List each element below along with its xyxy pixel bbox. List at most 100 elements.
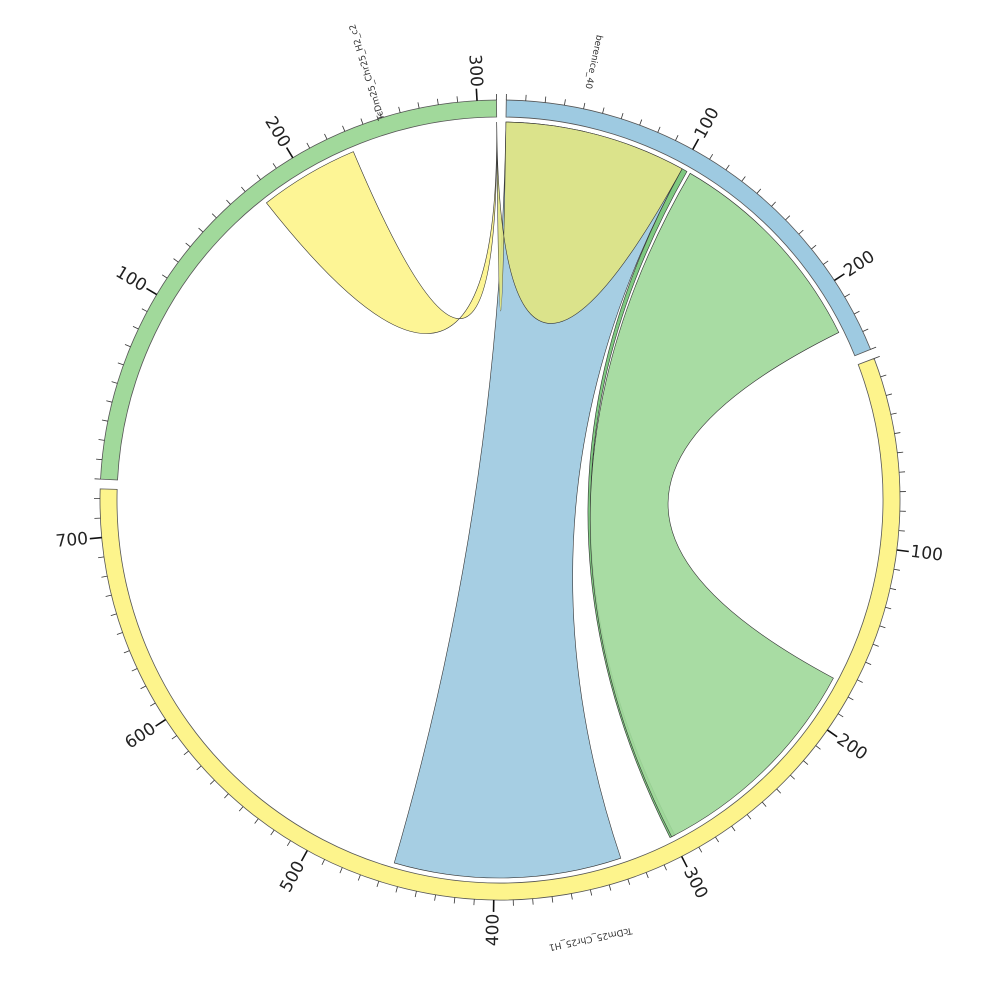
minor-tick xyxy=(725,164,730,171)
link-ribbon-4 xyxy=(496,121,683,324)
minor-tick xyxy=(321,859,325,866)
major-tick xyxy=(680,856,688,868)
minor-tick xyxy=(885,606,892,610)
minor-tick xyxy=(890,412,897,415)
minor-tick xyxy=(376,881,380,888)
tick-label: 200 xyxy=(833,730,871,765)
minor-tick xyxy=(602,107,605,114)
minor-tick xyxy=(342,125,346,132)
minor-tick xyxy=(709,153,714,160)
major-tick xyxy=(146,287,158,296)
minor-tick xyxy=(657,126,661,133)
major-tick xyxy=(89,536,102,540)
minor-tick xyxy=(149,702,156,707)
segment-name-berenice_40: berenice_40 xyxy=(582,34,603,90)
tick-label: 100 xyxy=(691,104,724,142)
minor-tick xyxy=(254,818,259,824)
minor-tick xyxy=(209,779,215,785)
minor-tick xyxy=(620,112,624,119)
minor-tick xyxy=(360,118,364,125)
minor-tick xyxy=(589,889,593,896)
segment-TcDm25_Chr25_H2_c2 xyxy=(100,99,498,481)
link-ribbon-2 xyxy=(589,172,840,838)
minor-tick xyxy=(879,625,886,629)
minor-tick xyxy=(894,432,901,434)
minor-tick xyxy=(853,310,860,315)
minor-tick xyxy=(272,163,277,169)
minor-tick xyxy=(286,840,291,847)
minor-tick xyxy=(857,679,863,683)
minor-tick xyxy=(173,258,179,263)
minor-tick xyxy=(880,374,887,378)
minor-tick xyxy=(224,793,229,799)
minor-tick xyxy=(865,661,872,666)
major-tick xyxy=(833,273,845,282)
minor-tick xyxy=(434,894,436,901)
minor-tick xyxy=(815,745,821,750)
minor-tick xyxy=(847,696,854,701)
minor-tick xyxy=(238,806,244,812)
minor-tick xyxy=(124,344,131,348)
minor-tick xyxy=(106,400,113,403)
minor-tick xyxy=(862,328,869,332)
minor-tick xyxy=(811,244,817,250)
minor-tick xyxy=(790,774,795,780)
minor-tick xyxy=(583,102,586,109)
minor-tick xyxy=(105,594,112,597)
major-tick xyxy=(896,549,909,553)
minor-tick xyxy=(131,668,138,672)
minor-tick xyxy=(241,186,246,192)
minor-tick xyxy=(171,735,177,740)
minor-tick xyxy=(844,293,851,298)
minor-tick xyxy=(140,685,147,690)
minor-tick xyxy=(116,632,123,635)
tick-label: 100 xyxy=(909,542,944,566)
minor-tick xyxy=(211,213,217,219)
minor-tick xyxy=(741,176,746,182)
minor-tick xyxy=(436,98,439,105)
minor-tick xyxy=(395,886,398,893)
minor-tick xyxy=(456,96,459,103)
minor-tick xyxy=(161,274,168,279)
minor-tick xyxy=(639,119,643,126)
major-tick xyxy=(692,138,700,150)
tick-label: 400 xyxy=(483,914,504,947)
tick-label: 600 xyxy=(122,719,160,754)
minor-tick xyxy=(453,897,456,904)
minor-tick xyxy=(771,201,776,207)
segment-layer xyxy=(99,99,901,901)
minor-tick xyxy=(564,99,566,106)
minor-tick xyxy=(823,260,829,265)
minor-tick xyxy=(645,872,649,879)
minor-tick xyxy=(185,242,191,248)
minor-tick xyxy=(96,458,103,461)
minor-tick xyxy=(837,713,844,718)
minor-tick xyxy=(132,326,139,330)
minor-tick xyxy=(756,188,762,194)
minor-tick xyxy=(663,864,667,871)
segment-TcDm25_Chr25_H1 xyxy=(99,357,901,901)
minor-tick xyxy=(698,846,703,853)
minor-tick xyxy=(803,760,809,765)
minor-tick xyxy=(893,568,900,571)
minor-tick xyxy=(873,355,880,359)
minor-tick xyxy=(111,381,118,384)
minor-tick xyxy=(98,556,105,559)
minor-tick xyxy=(731,825,736,832)
minor-tick xyxy=(270,829,275,836)
minor-tick xyxy=(544,96,547,103)
minor-tick xyxy=(886,393,893,396)
link-ribbon-3 xyxy=(265,122,498,334)
minor-tick xyxy=(897,451,904,454)
minor-tick xyxy=(256,174,261,180)
segment-berenice_40 xyxy=(505,99,872,357)
tick-label: 700 xyxy=(55,529,89,552)
minor-tick xyxy=(306,142,311,149)
major-tick xyxy=(285,147,294,159)
minor-tick xyxy=(785,215,791,221)
minor-tick xyxy=(123,650,130,654)
minor-tick xyxy=(379,112,382,119)
major-tick xyxy=(475,88,478,101)
minor-tick xyxy=(551,896,554,903)
minor-tick xyxy=(746,814,752,820)
